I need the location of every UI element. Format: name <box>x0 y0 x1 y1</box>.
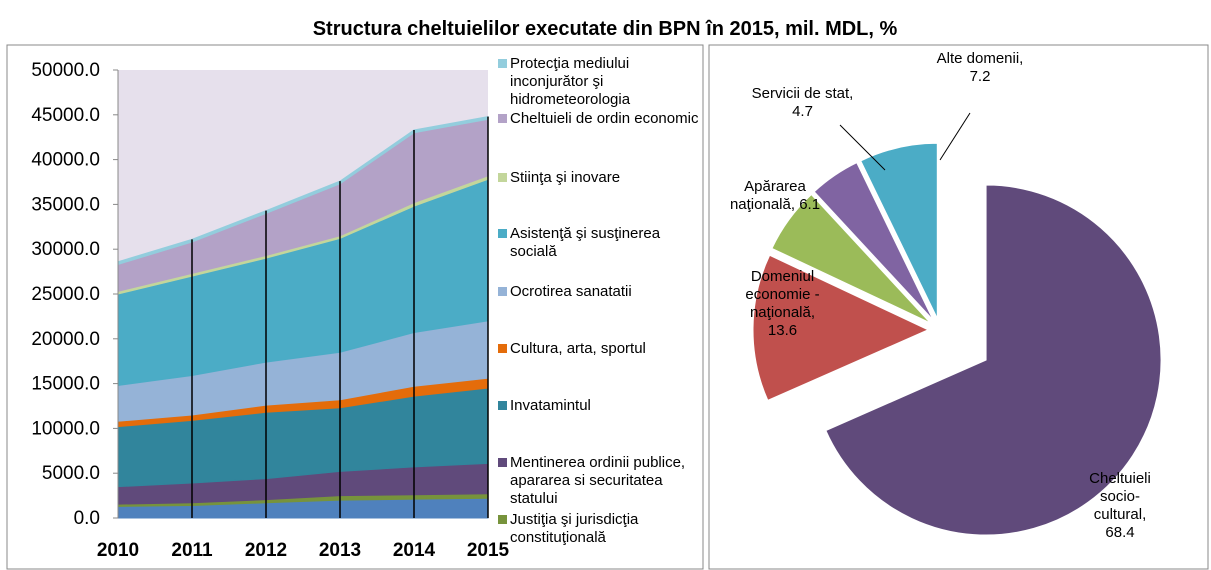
legend-label: Justiţia şi jurisdicţia constituţională <box>510 511 639 546</box>
legend-swatch <box>498 515 507 524</box>
pie-label-value: 7.2 <box>969 68 991 85</box>
pie-slice <box>752 254 930 402</box>
pie-label: Domeniul economie - naţională, 13.6 <box>735 268 830 340</box>
pie-label-value: 6.1 <box>799 196 821 213</box>
pie-slice <box>860 142 938 319</box>
pie-slice <box>813 162 934 321</box>
left-panel <box>6 44 704 570</box>
x-tick-label: 2015 <box>467 540 510 561</box>
pie-label: Servicii de stat, 4.7 <box>740 85 865 121</box>
pie-label-category: Alte domenii, <box>936 50 1024 67</box>
legend-swatch <box>498 229 507 238</box>
pie-label-category: Cheltuieli socio-cultural, <box>1089 470 1151 523</box>
y-tick-label: 40000.0 <box>31 150 100 171</box>
x-tick-label: 2010 <box>97 540 139 561</box>
pie-label-value: 4.7 <box>792 103 813 120</box>
pie-label-category: Apărarea naţională, <box>729 178 806 213</box>
legend-label: Cheltuieli de ordin economic <box>510 110 699 127</box>
legend-label: Cultura, arta, sportul <box>510 340 646 357</box>
legend-label: Protecţia mediului inconjurător şi hidro… <box>510 55 631 108</box>
y-tick-label: 30000.0 <box>31 239 100 260</box>
y-tick-label: 35000.0 <box>31 194 100 215</box>
pie-label-category: Servicii de stat, <box>751 85 854 102</box>
pie-slice <box>825 184 1162 536</box>
y-tick-label: 15000.0 <box>31 374 100 395</box>
y-tick-label: 0.0 <box>74 508 100 529</box>
x-tick-label: 2014 <box>393 540 436 561</box>
legend-swatch <box>498 59 507 68</box>
y-tick-label: 5000.0 <box>42 463 100 484</box>
pie-label: Alte domenii, 7.2 <box>925 50 1035 86</box>
pie-label-value: 13.6 <box>767 322 798 339</box>
legend-label: Ocrotirea sanatatii <box>510 283 632 300</box>
x-tick-label: 2011 <box>171 540 213 561</box>
leader-line <box>939 112 971 161</box>
legend-label: Invatamintul <box>510 397 591 414</box>
legend-label: Stiinţa şi inovare <box>510 169 621 186</box>
pie-label-category: Domeniul economie - naţională, <box>745 268 820 321</box>
legend-swatch <box>498 401 507 410</box>
x-tick-label: 2012 <box>245 540 287 561</box>
right-panel <box>708 44 1209 570</box>
legend-swatch <box>498 173 507 182</box>
y-tick-label: 45000.0 <box>31 105 100 126</box>
leader-line <box>839 124 886 171</box>
chart-title: Structura cheltuielilor executate din BP… <box>313 18 898 40</box>
legend-label: Asistenţă şi susţinerea socială <box>510 225 661 260</box>
y-tick-label: 10000.0 <box>31 418 100 439</box>
pie-label: Cheltuieli socio-cultural, 68.4 <box>1085 470 1155 542</box>
legend-swatch <box>498 287 507 296</box>
pie-label-value: 68.4 <box>1105 524 1135 541</box>
legend-swatch <box>498 114 507 123</box>
pie-slice <box>771 193 931 324</box>
legend-label: Mentinerea ordinii publice, apararea si … <box>510 454 686 507</box>
y-tick-label: 20000.0 <box>31 329 100 350</box>
legend-swatch <box>498 344 507 353</box>
y-tick-label: 50000.0 <box>31 60 100 81</box>
pie-label: Apărarea naţională, 6.1 <box>720 178 830 214</box>
legend-swatch <box>498 458 507 467</box>
x-tick-label: 2013 <box>319 540 361 561</box>
y-tick-label: 25000.0 <box>31 284 100 305</box>
